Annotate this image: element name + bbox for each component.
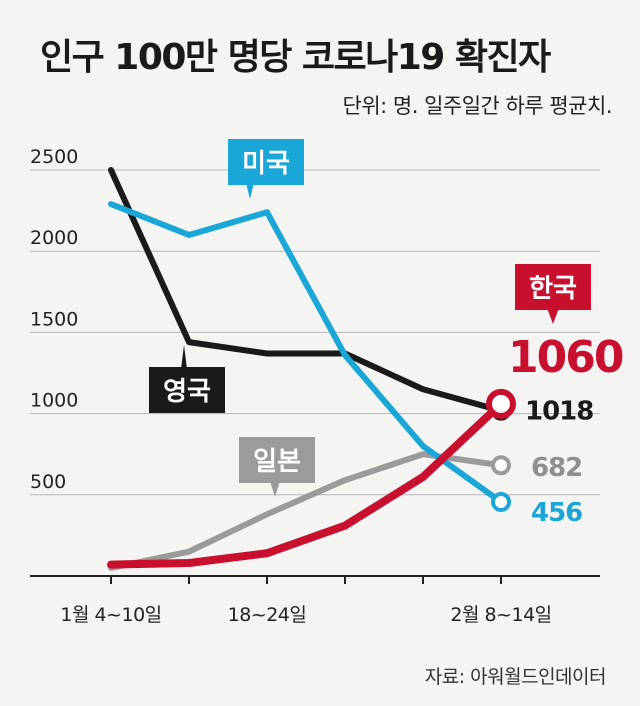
end-marker-korea (486, 388, 516, 419)
callout-pointer-japan (270, 481, 280, 497)
callout-box-japan (239, 437, 315, 483)
series-label-japan: 일본 (253, 447, 301, 477)
callout-box-korea (515, 264, 591, 310)
end-marker-us (491, 491, 511, 512)
series-line-uk (108, 167, 504, 414)
end-marker-japan (491, 455, 511, 476)
end-value-korea: 1060 (508, 332, 623, 383)
callout-box-us (228, 139, 304, 185)
series-label-korea: 한국 (529, 274, 577, 304)
end-value-labels: 1018 682 456 1060 (508, 332, 625, 528)
data-source: 자료: 아워월드인데이터 (424, 666, 607, 688)
y-tick-label-1500: 1500 (30, 308, 78, 330)
chart-title: 인구 100만 명당 코로나19 확진자 (40, 37, 551, 78)
end-value-japan: 682 (531, 453, 582, 483)
end-value-us: 456 (531, 498, 582, 528)
callout-japan: 일본 (239, 437, 315, 497)
unit-note: 단위: 명. 일주일간 하루 평균치. (342, 94, 613, 118)
x-tick-label-2: 2월 8~14일 (450, 604, 551, 626)
series-line-us (108, 201, 504, 505)
end-markers (486, 388, 516, 512)
series-line-korea (107, 399, 505, 569)
y-tick-label-1000: 1000 (30, 390, 78, 412)
callout-box-uk (149, 367, 225, 413)
callout-us: 미국 (228, 139, 304, 199)
y-tick-label-500: 500 (30, 471, 66, 493)
callout-uk: 영국 (149, 345, 225, 413)
callout-pointer-us (246, 183, 254, 199)
x-axis: 1월 4~10일 18~24일 2월 8~14일 (30, 575, 600, 626)
x-tick-label-0: 1월 4~10일 (60, 604, 161, 626)
x-tick-label-1: 18~24일 (228, 604, 307, 626)
callout-pointer-uk (181, 345, 187, 369)
series-lines (107, 167, 505, 571)
y-tick-label-2500: 2500 (30, 146, 78, 168)
callout-pointer-korea (547, 308, 559, 324)
end-value-uk: 1018 (525, 397, 593, 427)
series-label-us: 미국 (242, 149, 290, 179)
y-tick-labels: 500 1000 1500 2000 2500 (30, 146, 78, 493)
callout-korea: 한국 (515, 264, 591, 324)
series-label-uk: 영국 (163, 377, 211, 407)
y-tick-label-2000: 2000 (30, 227, 78, 249)
